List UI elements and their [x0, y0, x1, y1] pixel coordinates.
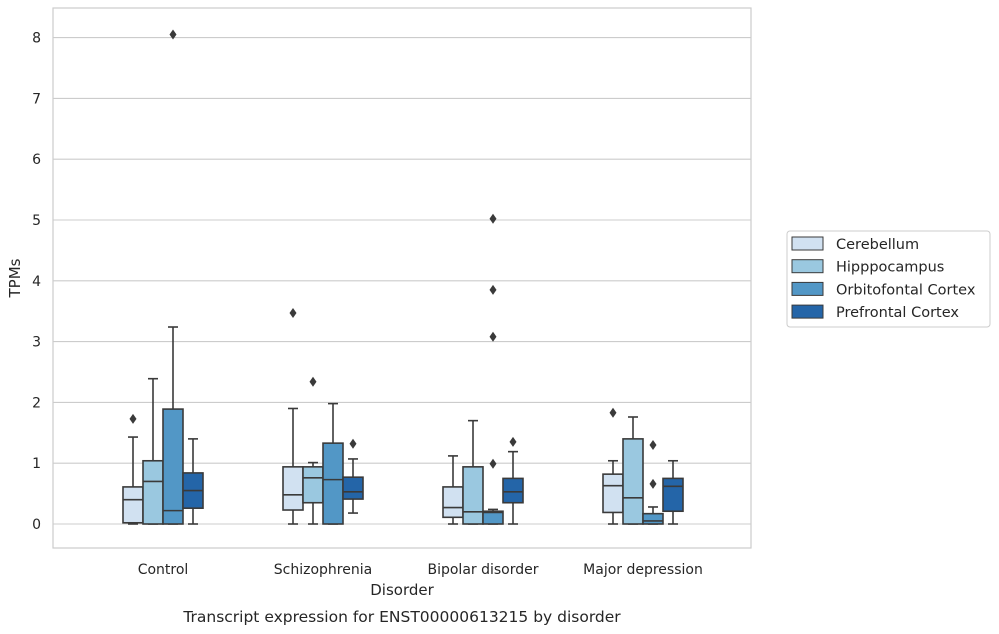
y-tick-label: 8 — [32, 31, 41, 47]
box — [482, 213, 504, 525]
box-body — [342, 476, 364, 500]
box — [622, 416, 644, 525]
legend-swatch — [791, 304, 824, 319]
legend-swatch — [791, 236, 824, 251]
flier-marker — [649, 439, 657, 450]
y-tick-label: 0 — [32, 517, 41, 533]
legend-label: Cerebellum — [836, 237, 919, 253]
legend-label: Orbitofontal Cortex — [836, 282, 976, 298]
y-axis-label: TPMs — [6, 258, 24, 298]
y-tick-label: 6 — [32, 152, 41, 168]
x-tick-label: Major depression — [583, 562, 703, 578]
flier-marker — [609, 407, 617, 418]
box-body — [602, 473, 624, 514]
y-tick-label: 3 — [32, 335, 41, 351]
box — [282, 308, 304, 525]
chart-caption: Transcript expression for ENST0000061321… — [182, 608, 621, 626]
x-tick-labels: Control Schizophrenia Bipolar disorder Majo… — [138, 562, 703, 578]
box-body — [502, 477, 524, 504]
box — [662, 459, 684, 525]
legend-label: Prefrontal Cortex — [836, 305, 959, 321]
box-series — [122, 29, 684, 525]
flier-marker — [289, 308, 297, 319]
box-body — [462, 466, 484, 525]
box — [502, 436, 524, 525]
box-body — [622, 438, 644, 525]
box-body — [442, 486, 464, 519]
y-tick-label: 1 — [32, 456, 41, 472]
y-tick-labels: 0 1 2 3 4 5 6 7 8 — [32, 31, 41, 533]
flier-marker — [309, 376, 317, 387]
x-tick-label: Control — [138, 562, 189, 578]
box — [342, 438, 364, 514]
flier-marker — [489, 331, 497, 342]
y-tick-label: 5 — [32, 213, 41, 229]
series-group — [142, 376, 644, 525]
flier-marker — [489, 284, 497, 295]
flier-marker — [349, 438, 357, 449]
box — [642, 439, 664, 525]
box — [122, 413, 144, 525]
box — [182, 438, 204, 525]
flier-marker — [169, 29, 177, 40]
box-body — [322, 442, 344, 525]
box-body — [162, 408, 184, 525]
box-body — [282, 466, 304, 511]
legend-label: Hipppocampus — [836, 260, 944, 276]
legend: Cerebellum Hipppocampus Orbitofontal Corte… — [786, 230, 991, 328]
box — [462, 419, 484, 525]
legend-swatch — [791, 281, 824, 296]
x-tick-label: Schizophrenia — [274, 562, 372, 578]
y-tick-label: 7 — [32, 91, 41, 107]
box-body — [662, 477, 684, 513]
flier-marker — [509, 436, 517, 447]
legend-frame — [786, 230, 991, 328]
box — [162, 29, 184, 525]
x-tick-label: Bipolar disorder — [427, 562, 538, 578]
legend-swatch — [791, 259, 824, 274]
box-body — [122, 486, 144, 524]
box-body — [482, 510, 504, 525]
flier-marker — [489, 213, 497, 224]
box-body — [142, 459, 164, 525]
flier-marker — [129, 413, 137, 424]
y-tick-label: 2 — [32, 395, 41, 411]
box-body — [642, 512, 664, 525]
flier-marker — [649, 478, 657, 489]
x-axis-label: Disorder — [370, 581, 434, 599]
series-group — [182, 436, 684, 525]
box — [302, 376, 324, 525]
box-body — [302, 466, 324, 504]
y-tick-label: 4 — [32, 274, 41, 290]
flier-marker — [489, 458, 497, 469]
